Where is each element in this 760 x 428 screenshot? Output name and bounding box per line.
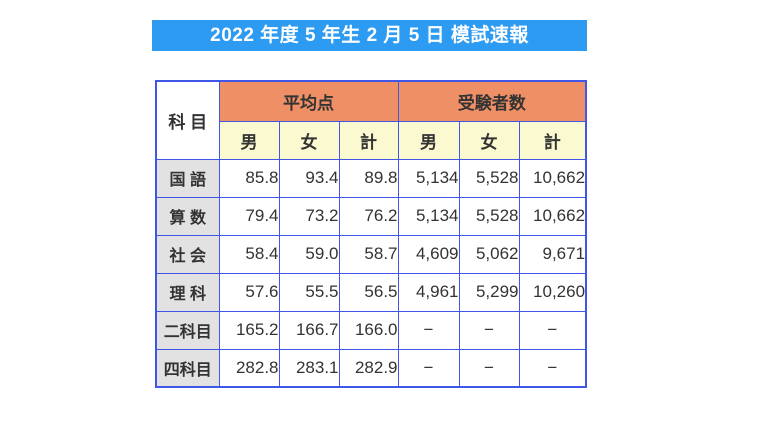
- cell-value: 9,671: [518, 234, 587, 274]
- sub-header-cnt-male: 男: [397, 120, 460, 160]
- table-row-kokugo: 国 語 85.8 93.4 89.8 5,134 5,528 10,662: [155, 158, 587, 198]
- cell-value: 55.5: [278, 272, 340, 312]
- cell-empty-dash: −: [518, 348, 587, 388]
- cell-empty-dash: −: [458, 310, 520, 350]
- cell-value: 58.4: [218, 234, 280, 274]
- sub-header-avg-male: 男: [218, 120, 280, 160]
- cell-value: 79.4: [218, 196, 280, 236]
- cell-value: 282.9: [338, 348, 399, 388]
- cell-value: 166.7: [278, 310, 340, 350]
- cell-value: 93.4: [278, 158, 340, 198]
- cell-empty-dash: −: [397, 348, 460, 388]
- table-row-yonkamoku: 四科目 282.8 283.1 282.9 − − −: [155, 348, 587, 388]
- cell-value: 85.8: [218, 158, 280, 198]
- header-row-groups: 科 目 平均点 受験者数: [155, 80, 587, 160]
- sub-header-avg-female: 女: [278, 120, 340, 160]
- subject-label: 四科目: [155, 348, 220, 388]
- cell-empty-dash: −: [458, 348, 520, 388]
- subject-label: 社 会: [155, 234, 220, 274]
- cell-value: 282.8: [218, 348, 280, 388]
- cell-value: 165.2: [218, 310, 280, 350]
- cell-value: 166.0: [338, 310, 399, 350]
- table-row-nikamoku: 二科目 165.2 166.7 166.0 − − −: [155, 310, 587, 350]
- cell-value: 57.6: [218, 272, 280, 312]
- cell-value: 58.7: [338, 234, 399, 274]
- col-header-subject: 科 目: [155, 80, 220, 160]
- cell-value: 56.5: [338, 272, 399, 312]
- results-table: 科 目 平均点 受験者数 男 女 計 男 女 計 国 語 85.8 93.4 8…: [155, 80, 588, 388]
- cell-value: 4,609: [397, 234, 460, 274]
- subject-label: 算 数: [155, 196, 220, 236]
- cell-value: 10,662: [518, 158, 587, 198]
- cell-empty-dash: −: [397, 310, 460, 350]
- cell-value: 10,260: [518, 272, 587, 312]
- subject-label: 国 語: [155, 158, 220, 198]
- sub-header-cnt-total: 計: [518, 120, 587, 160]
- cell-value: 89.8: [338, 158, 399, 198]
- cell-value: 283.1: [278, 348, 340, 388]
- cell-value: 4,961: [397, 272, 460, 312]
- header-row-sub: 男 女 計 男 女 計: [156, 120, 587, 160]
- title-banner: 2022 年度 5 年生 2 月 5 日 模試速報: [152, 20, 587, 51]
- cell-value: 5,528: [458, 196, 520, 236]
- cell-empty-dash: −: [518, 310, 587, 350]
- cell-value: 5,134: [397, 196, 460, 236]
- cell-value: 59.0: [278, 234, 340, 274]
- cell-value: 5,299: [458, 272, 520, 312]
- subject-label: 二科目: [155, 310, 220, 350]
- table-row-sansuu: 算 数 79.4 73.2 76.2 5,134 5,528 10,662: [155, 196, 587, 236]
- cell-value: 10,662: [518, 196, 587, 236]
- subject-label: 理 科: [155, 272, 220, 312]
- cell-value: 5,134: [397, 158, 460, 198]
- cell-value: 5,062: [458, 234, 520, 274]
- group-header-examinee-count: 受験者数: [397, 80, 587, 122]
- cell-value: 73.2: [278, 196, 340, 236]
- sub-header-avg-total: 計: [338, 120, 399, 160]
- sub-header-cnt-female: 女: [458, 120, 520, 160]
- group-header-average-score: 平均点: [218, 80, 399, 122]
- table-row-shakai: 社 会 58.4 59.0 58.7 4,609 5,062 9,671: [155, 234, 587, 274]
- cell-value: 5,528: [458, 158, 520, 198]
- cell-value: 76.2: [338, 196, 399, 236]
- table-row-rika: 理 科 57.6 55.5 56.5 4,961 5,299 10,260: [155, 272, 587, 312]
